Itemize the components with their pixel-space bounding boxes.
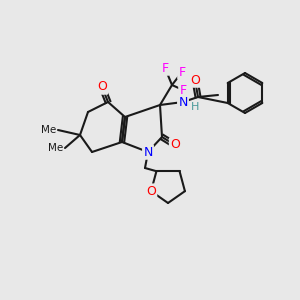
Text: O: O <box>97 80 107 94</box>
Text: O: O <box>190 74 200 86</box>
Text: F: F <box>178 65 186 79</box>
Text: F: F <box>161 61 169 74</box>
Text: N: N <box>143 146 153 158</box>
Text: F: F <box>179 83 187 97</box>
Text: Me: Me <box>48 143 63 153</box>
Text: H: H <box>191 102 200 112</box>
Text: O: O <box>146 185 156 198</box>
Text: N: N <box>178 95 188 109</box>
Text: O: O <box>170 139 180 152</box>
Text: Me: Me <box>41 125 56 135</box>
